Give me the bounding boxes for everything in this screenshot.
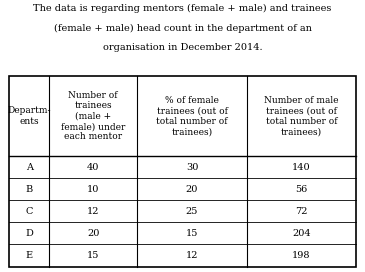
Text: E: E: [26, 251, 32, 260]
Text: 10: 10: [87, 185, 99, 194]
Text: B: B: [26, 185, 33, 194]
Text: 12: 12: [186, 251, 198, 260]
Text: Departm-
ents: Departm- ents: [7, 106, 51, 126]
Text: 204: 204: [292, 229, 311, 238]
Text: 20: 20: [186, 185, 198, 194]
Text: 198: 198: [292, 251, 311, 260]
Text: 15: 15: [87, 251, 99, 260]
Text: organisation in December 2014.: organisation in December 2014.: [103, 43, 262, 52]
Text: 40: 40: [87, 163, 99, 172]
Text: Number of
trainees
(male +
female) under
each mentor: Number of trainees (male + female) under…: [61, 91, 126, 141]
Text: 12: 12: [87, 207, 99, 216]
Text: D: D: [25, 229, 33, 238]
Text: 15: 15: [186, 229, 198, 238]
Text: 30: 30: [186, 163, 198, 172]
Text: 72: 72: [295, 207, 307, 216]
Text: 140: 140: [292, 163, 311, 172]
Text: (female + male) head count in the department of an: (female + male) head count in the depart…: [54, 24, 311, 33]
Text: 20: 20: [87, 229, 99, 238]
Text: % of female
trainees (out of
total number of
trainees): % of female trainees (out of total numbe…: [156, 96, 228, 136]
Text: The data is regarding mentors (female + male) and trainees: The data is regarding mentors (female + …: [33, 4, 332, 13]
Text: A: A: [26, 163, 32, 172]
Text: C: C: [26, 207, 33, 216]
Text: 56: 56: [295, 185, 307, 194]
Text: 25: 25: [186, 207, 198, 216]
Text: Number of male
trainees (out of
total number of
trainees): Number of male trainees (out of total nu…: [264, 96, 338, 136]
